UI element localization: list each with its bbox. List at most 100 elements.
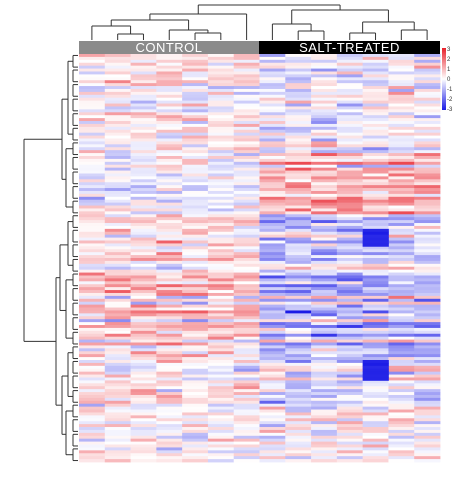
heatmap-cell bbox=[259, 415, 286, 419]
heatmap-cell bbox=[259, 129, 286, 134]
heatmap-cell bbox=[79, 86, 106, 90]
heatmap-cell bbox=[362, 348, 389, 352]
heatmap-cell bbox=[104, 68, 131, 72]
heatmap-cell bbox=[388, 394, 415, 399]
heatmap-cell bbox=[388, 179, 415, 183]
heatmap-cell bbox=[285, 126, 312, 131]
heatmap-cell bbox=[285, 202, 312, 206]
heatmap-cell bbox=[388, 243, 415, 247]
heatmap-cell bbox=[207, 424, 235, 428]
heatmap-cell bbox=[336, 319, 364, 323]
heatmap-cell bbox=[311, 427, 338, 431]
heatmap-cell bbox=[362, 190, 389, 195]
heatmap-cell bbox=[130, 77, 157, 81]
heatmap-cell bbox=[104, 83, 131, 87]
heatmap-cell bbox=[156, 307, 183, 311]
heatmap-cell bbox=[104, 365, 131, 370]
heatmap-cell bbox=[285, 255, 312, 259]
heatmap-cell bbox=[104, 225, 131, 230]
heatmap-cell bbox=[388, 97, 415, 102]
heatmap-cell bbox=[362, 397, 389, 402]
heatmap-cell bbox=[207, 234, 235, 238]
heatmap-cell bbox=[182, 240, 209, 244]
heatmap-cell bbox=[207, 357, 235, 361]
heatmap-cell bbox=[233, 397, 260, 402]
heatmap-cell bbox=[182, 260, 209, 265]
heatmap-cell bbox=[79, 380, 106, 384]
heatmap-cell bbox=[285, 211, 312, 215]
heatmap-cell bbox=[79, 112, 106, 116]
heatmap-cell bbox=[182, 444, 209, 448]
heatmap-cell bbox=[285, 322, 312, 326]
heatmap-cell bbox=[156, 202, 183, 206]
heatmap-cell bbox=[259, 368, 286, 373]
heatmap-cell bbox=[388, 71, 415, 75]
heatmap-cell bbox=[130, 176, 157, 180]
heatmap-cell bbox=[259, 240, 286, 244]
heatmap-cell bbox=[414, 115, 441, 119]
heatmap-cell bbox=[104, 147, 131, 151]
heatmap-cell bbox=[104, 397, 131, 402]
heatmap-cell bbox=[362, 83, 389, 87]
heatmap-cell bbox=[79, 362, 106, 367]
heatmap-cell bbox=[414, 260, 441, 265]
heatmap-cell bbox=[336, 432, 364, 437]
heatmap-cell bbox=[285, 339, 312, 343]
heatmap-cell bbox=[362, 246, 389, 250]
heatmap-cell bbox=[259, 97, 286, 102]
heatmap-cell bbox=[104, 345, 131, 349]
heatmap-cell bbox=[259, 429, 286, 434]
heatmap-cell bbox=[311, 278, 338, 282]
heatmap-cell bbox=[182, 199, 209, 204]
heatmap-cell bbox=[362, 383, 389, 387]
heatmap-cell bbox=[336, 316, 364, 320]
heatmap-cell bbox=[414, 380, 441, 384]
heatmap-cell bbox=[388, 298, 415, 303]
heatmap-cell bbox=[207, 255, 235, 259]
heatmap-cell bbox=[259, 327, 286, 332]
heatmap-cell bbox=[130, 167, 157, 171]
heatmap-cell bbox=[414, 97, 441, 102]
heatmap-cell bbox=[285, 441, 312, 445]
heatmap-cell bbox=[362, 240, 389, 244]
heatmap-cell bbox=[311, 199, 338, 204]
heatmap-cell bbox=[130, 150, 157, 154]
heatmap-cell bbox=[233, 170, 260, 174]
heatmap-cell bbox=[311, 196, 338, 201]
heatmap-cell bbox=[233, 377, 260, 381]
heatmap-cell bbox=[182, 214, 209, 218]
heatmap-cell bbox=[104, 223, 131, 227]
heatmap-cell bbox=[414, 156, 441, 160]
heatmap-cell bbox=[311, 65, 338, 69]
heatmap-cell bbox=[311, 432, 338, 437]
heatmap-cell bbox=[233, 322, 260, 326]
heatmap-cell bbox=[336, 106, 364, 110]
heatmap-cell bbox=[130, 319, 157, 323]
heatmap-cell bbox=[362, 392, 389, 396]
heatmap-cell bbox=[233, 173, 260, 177]
heatmap-cell bbox=[182, 153, 209, 157]
heatmap-cell bbox=[233, 374, 260, 378]
heatmap-cell bbox=[104, 412, 131, 416]
heatmap-cell bbox=[285, 223, 312, 227]
heatmap-cell bbox=[285, 342, 312, 346]
heatmap-cell bbox=[156, 351, 183, 355]
heatmap-cell bbox=[207, 438, 235, 442]
heatmap-cell bbox=[207, 135, 235, 139]
heatmap-cell bbox=[104, 123, 131, 128]
heatmap-cells bbox=[79, 54, 441, 463]
salt-treated-group-bar: SALT-TREATED bbox=[259, 40, 440, 55]
heatmap-cell bbox=[259, 281, 286, 285]
heatmap-cell bbox=[182, 319, 209, 323]
heatmap-cell bbox=[362, 141, 389, 145]
heatmap-cell bbox=[233, 121, 260, 125]
heatmap-cell bbox=[182, 263, 209, 268]
heatmap-cell bbox=[362, 100, 389, 104]
heatmap-cell bbox=[362, 59, 389, 64]
heatmap-cell bbox=[311, 220, 338, 224]
heatmap-cell bbox=[285, 360, 312, 364]
heatmap-cell bbox=[285, 83, 312, 87]
heatmap-cell bbox=[336, 141, 364, 145]
heatmap-cell bbox=[156, 447, 183, 451]
